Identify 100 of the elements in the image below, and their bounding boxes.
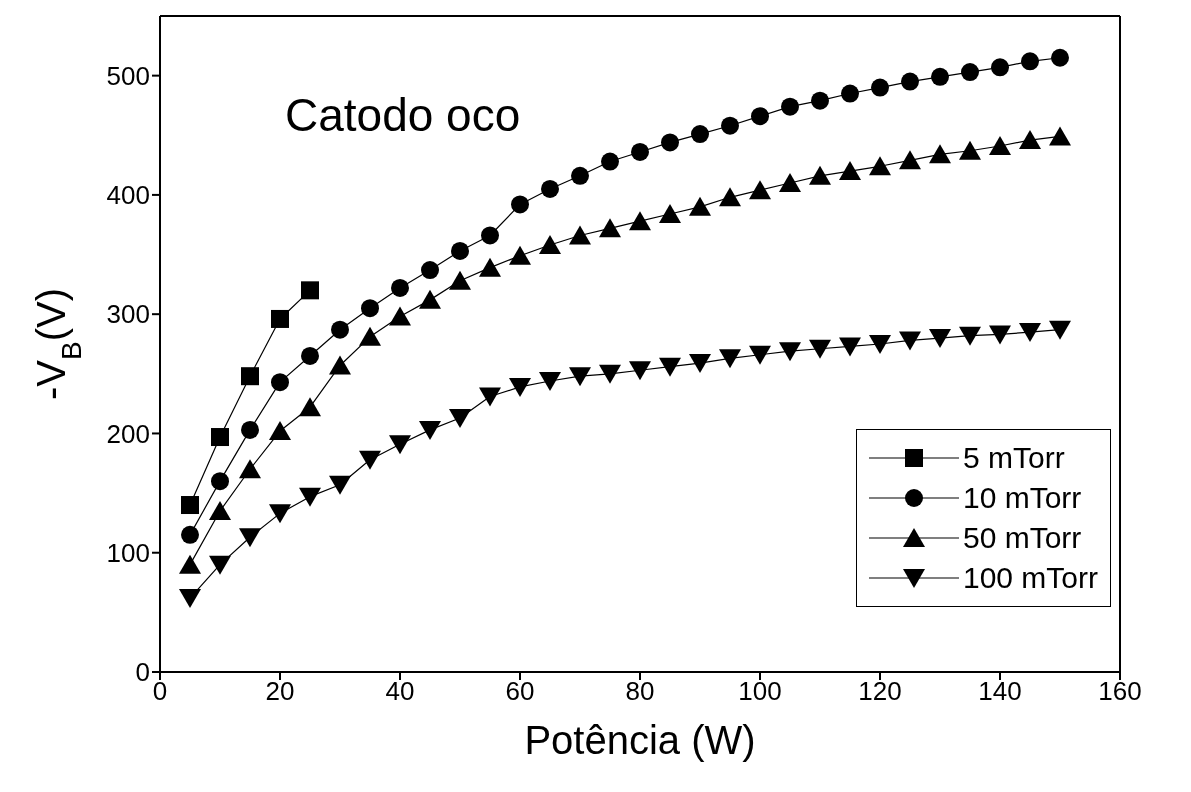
point [751,107,769,126]
point [719,349,741,369]
point [449,408,471,428]
point [481,226,499,245]
point [901,72,919,91]
point [421,261,439,280]
point [301,346,319,365]
point [179,589,201,609]
point [361,299,379,318]
legend-label: 10 mTorr [962,481,1082,515]
point [959,140,981,160]
y-tick-label: 400 [106,180,150,211]
point [359,326,381,346]
point [479,387,501,407]
point [691,125,709,144]
point [239,528,261,548]
point [779,172,801,192]
point [899,331,921,351]
x-tick-label: 120 [858,676,902,707]
point [871,78,889,97]
point [389,306,411,326]
point [631,142,649,161]
point [689,354,711,374]
point [419,289,441,309]
point [541,179,559,198]
point [899,150,921,170]
annotation: Catodo oco [285,88,521,142]
point [179,554,201,574]
x-axis-title: Potência (W) [524,718,756,762]
point [329,355,351,375]
x-tick-label: 40 [385,676,415,707]
point [299,397,321,417]
point [241,420,259,439]
point [271,309,289,328]
point [1049,126,1071,146]
point [839,161,861,181]
point [511,195,529,214]
point [931,67,949,86]
point [601,152,619,171]
point [299,487,321,507]
point [749,180,771,200]
point [331,320,349,339]
point [479,257,501,277]
point [989,136,1011,156]
point [391,278,409,297]
x-tick-label: 100 [738,676,782,707]
y-tick-label: 0 [135,657,150,688]
point [841,84,859,103]
x-tick-label: 80 [625,676,655,707]
point [659,203,681,223]
point [599,218,621,238]
point [181,525,199,544]
point [689,196,711,216]
point [449,270,471,290]
point [239,459,261,479]
legend-label: 50 mTorr [962,521,1082,555]
legend-label: 5 mTorr [962,441,1065,475]
point [719,187,741,207]
point [809,339,831,359]
x-tick-label: 20 [265,676,295,707]
point [1049,320,1071,340]
point [509,377,531,397]
point [569,225,591,245]
y-tick-label: 300 [106,299,150,330]
point [661,133,679,152]
point [629,361,651,381]
point [569,367,591,387]
point [539,235,561,254]
point [419,420,441,440]
legend-label: 100 mTorr [962,561,1098,595]
point [1021,52,1039,71]
point [989,325,1011,345]
point [779,342,801,362]
point [809,165,831,185]
point [539,371,561,391]
point [209,555,231,575]
point [1051,48,1069,67]
point [869,156,891,176]
point [749,345,771,365]
point [721,116,739,135]
point [329,475,351,495]
y-tick-label: 500 [106,60,150,91]
point [839,337,861,357]
point [359,450,381,470]
point [659,357,681,377]
point [929,144,951,164]
point [211,428,229,447]
point [959,326,981,346]
point [181,496,199,515]
point [811,91,829,110]
point [271,373,289,392]
point [451,241,469,260]
point [869,335,891,354]
point [269,421,291,441]
point [269,504,291,524]
point [389,435,411,455]
point [571,166,589,185]
point [509,245,531,265]
y-tick-label: 200 [106,418,150,449]
point [209,500,231,520]
